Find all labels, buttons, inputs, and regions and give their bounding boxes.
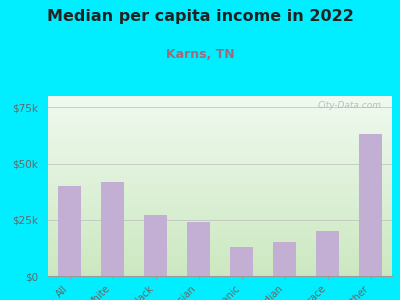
Text: Median per capita income in 2022: Median per capita income in 2022 <box>46 9 354 24</box>
Bar <box>101 182 124 276</box>
Bar <box>359 134 382 276</box>
Bar <box>187 222 210 276</box>
Bar <box>230 247 253 276</box>
Bar <box>58 186 81 276</box>
Text: City-Data.com: City-Data.com <box>318 101 382 110</box>
Bar <box>144 215 167 276</box>
Bar <box>273 242 296 276</box>
Bar <box>316 231 339 276</box>
Text: Karns, TN: Karns, TN <box>166 48 234 61</box>
